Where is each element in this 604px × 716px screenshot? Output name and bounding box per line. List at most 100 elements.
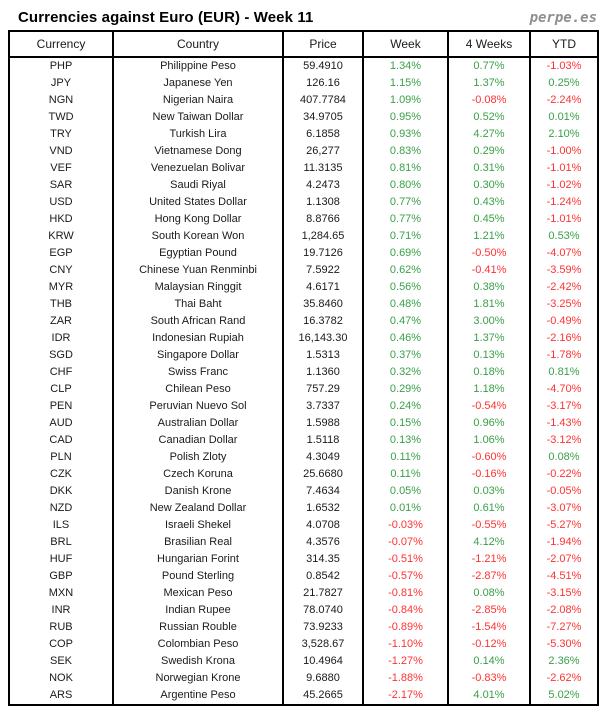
week-change: 0.81%: [363, 160, 449, 177]
ytd-change: -0.22%: [546, 468, 582, 480]
table-row: NGN Nigerian Naira 407.7784 1.09% -0.08% -2.2…: [9, 92, 598, 109]
currency-code: INR: [9, 602, 114, 619]
page-title: Currencies against Euro (EUR) - Week 11: [18, 9, 314, 26]
price-value: 26,277: [283, 143, 364, 160]
country-name: South African Rand: [113, 313, 284, 330]
table-row: MYR Malaysian Ringgit 4.6171 0.56% 0.38% -2.4…: [9, 279, 598, 296]
price-value: 1,284.65: [283, 228, 364, 245]
ytd-change: -1.03%: [546, 60, 582, 72]
table-row: BRL Brasilian Real 4.3576 -0.07% 4.12% -1.94%: [9, 534, 598, 551]
country-name: New Zealand Dollar: [113, 500, 284, 517]
price-value: 407.7784: [283, 92, 364, 109]
table-row: AUD Australian Dollar 1.5988 0.15% 0.96% -1.4…: [9, 415, 598, 432]
ytd-change: -2.07%: [546, 553, 582, 565]
table-row: RUB Russian Rouble 73.9233 -0.89% -1.54% -7.2…: [9, 619, 598, 636]
four-weeks-change: 0.96%: [448, 415, 531, 432]
ytd-change: -4.70%: [546, 383, 582, 395]
ytd-change: -3.59%: [546, 264, 582, 276]
ytd-change: 0.81%: [548, 366, 580, 378]
ytd-change: -7.27%: [546, 621, 582, 633]
table-row: PEN Peruvian Nuevo Sol 3.7337 0.24% -0.54% -3…: [9, 398, 598, 415]
currency-code: HUF: [9, 551, 114, 568]
week-change: 0.11%: [363, 449, 449, 466]
country-name: Chilean Peso: [113, 381, 284, 398]
ytd-change: -2.16%: [546, 332, 582, 344]
country-name: Australian Dollar: [113, 415, 284, 432]
price-value: 1.1360: [283, 364, 364, 381]
ytd-change: 0.08%: [548, 451, 580, 463]
four-weeks-change: -0.54%: [448, 398, 531, 415]
price-value: 4.3049: [283, 449, 364, 466]
four-weeks-change: 0.52%: [448, 109, 531, 126]
currency-code: KRW: [9, 228, 114, 245]
country-name: Turkish Lira: [113, 126, 284, 143]
currency-code: JPY: [9, 75, 114, 92]
price-value: 4.6171: [283, 279, 364, 296]
week-change: 0.69%: [363, 245, 449, 262]
country-name: Thai Baht: [113, 296, 284, 313]
currency-code: EGP: [9, 245, 114, 262]
week-change: -0.51%: [363, 551, 449, 568]
price-value: 314.35: [283, 551, 364, 568]
week-change: 0.77%: [363, 194, 449, 211]
brand-logo: perpe.es: [529, 10, 597, 26]
four-weeks-change: 0.29%: [448, 143, 531, 160]
ytd-change: -1.01%: [546, 213, 582, 225]
price-value: 7.4634: [283, 483, 364, 500]
week-change: -0.84%: [363, 602, 449, 619]
week-change: 0.95%: [363, 109, 449, 126]
price-value: 6.1858: [283, 126, 364, 143]
four-weeks-change: 0.38%: [448, 279, 531, 296]
four-weeks-change: 0.18%: [448, 364, 531, 381]
col-header-4weeks: 4 Weeks: [448, 31, 531, 58]
ytd-change: 2.36%: [548, 655, 580, 667]
price-value: 16,143.30: [283, 330, 364, 347]
four-weeks-change: 0.43%: [448, 194, 531, 211]
currency-code: CLP: [9, 381, 114, 398]
week-change: -0.03%: [363, 517, 449, 534]
price-value: 1.6532: [283, 500, 364, 517]
country-name: Canadian Dollar: [113, 432, 284, 449]
price-value: 59.4910: [283, 57, 364, 75]
table-row: CNY Chinese Yuan Renminbi 7.5922 0.62% -0.41…: [9, 262, 598, 279]
country-name: Polish Zloty: [113, 449, 284, 466]
week-change: 0.32%: [363, 364, 449, 381]
ytd-change: -5.27%: [546, 519, 582, 531]
table-row: CAD Canadian Dollar 1.5118 0.13% 1.06% -3.12%: [9, 432, 598, 449]
week-change: -2.17%: [363, 687, 449, 705]
four-weeks-change: -0.16%: [448, 466, 531, 483]
country-name: Czech Koruna: [113, 466, 284, 483]
country-name: Mexican Peso: [113, 585, 284, 602]
price-value: 8.8766: [283, 211, 364, 228]
four-weeks-change: -0.12%: [448, 636, 531, 653]
country-name: Pound Sterling: [113, 568, 284, 585]
currency-code: VND: [9, 143, 114, 160]
table-row: EGP Egyptian Pound 19.7126 0.69% -0.50% -4.07…: [9, 245, 598, 262]
country-name: Russian Rouble: [113, 619, 284, 636]
price-value: 45.2665: [283, 687, 364, 705]
week-change: 0.05%: [363, 483, 449, 500]
week-change: 0.29%: [363, 381, 449, 398]
currency-code: CZK: [9, 466, 114, 483]
week-change: 0.46%: [363, 330, 449, 347]
price-value: 4.2473: [283, 177, 364, 194]
ytd-change: 2.10%: [548, 128, 580, 140]
country-name: Swedish Krona: [113, 653, 284, 670]
price-value: 10.4964: [283, 653, 364, 670]
week-change: 0.93%: [363, 126, 449, 143]
ytd-change: -4.51%: [546, 570, 582, 582]
week-change: 0.37%: [363, 347, 449, 364]
currency-code: SGD: [9, 347, 114, 364]
price-value: 73.9233: [283, 619, 364, 636]
country-name: Malaysian Ringgit: [113, 279, 284, 296]
four-weeks-change: -2.85%: [448, 602, 531, 619]
currency-code: PHP: [9, 57, 114, 75]
country-name: Peruvian Nuevo Sol: [113, 398, 284, 415]
four-weeks-change: 0.31%: [448, 160, 531, 177]
currency-code: ILS: [9, 517, 114, 534]
table-row: KRW South Korean Won 1,284.65 0.71% 1.21% 0.5…: [9, 228, 598, 245]
table-body: PHP Philippine Peso 59.4910 1.34% 0.77% -1.03…: [9, 57, 598, 705]
price-value: 35.8460: [283, 296, 364, 313]
table-row: VEF Venezuelan Bolivar 11.3135 0.81% 0.31% -1…: [9, 160, 598, 177]
four-weeks-change: -1.21%: [448, 551, 531, 568]
